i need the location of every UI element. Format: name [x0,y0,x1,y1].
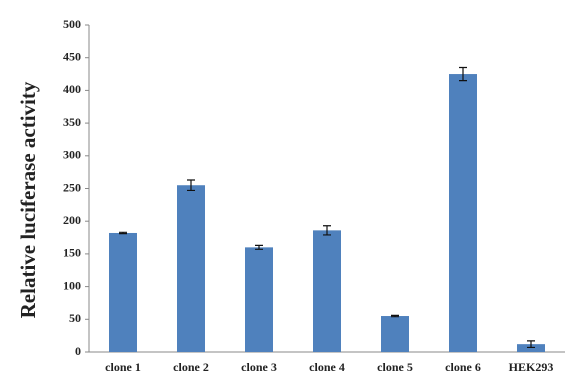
error-bar [119,231,127,235]
y-tick-label: 400 [63,82,81,96]
error-bar [187,179,195,192]
error-bar [459,66,467,82]
bar [517,344,545,352]
y-tick-label: 500 [63,17,81,31]
y-tick-label: 200 [63,213,81,227]
error-bar [391,314,399,318]
bar [109,232,137,352]
y-tick-label: 350 [63,115,81,129]
y-tick-label: 100 [63,278,81,292]
bar [177,185,205,352]
x-tick-label: clone 6 [445,360,481,374]
bar [449,74,477,353]
x-tick-label: clone 1 [105,360,141,374]
error-bar [527,340,535,349]
x-tick-label: clone 5 [377,360,413,374]
bar [313,230,341,352]
x-tick-label: clone 2 [173,360,209,374]
y-tick-label: 50 [69,311,81,325]
y-tick-label: 300 [63,148,81,162]
y-tick-label: 150 [63,246,81,260]
bar [381,316,409,352]
error-bar [255,244,263,250]
x-tick-label: clone 3 [241,360,277,374]
x-tick-label: clone 4 [309,360,345,374]
y-tick-label: 0 [75,344,81,358]
y-tick-label: 450 [63,49,81,63]
y-tick-label: 250 [63,180,81,194]
error-bar [323,225,331,236]
y-axis-label: Relative luciferase activity [16,81,40,318]
bar [245,247,273,352]
x-tick-label: HEK293 [509,360,554,374]
